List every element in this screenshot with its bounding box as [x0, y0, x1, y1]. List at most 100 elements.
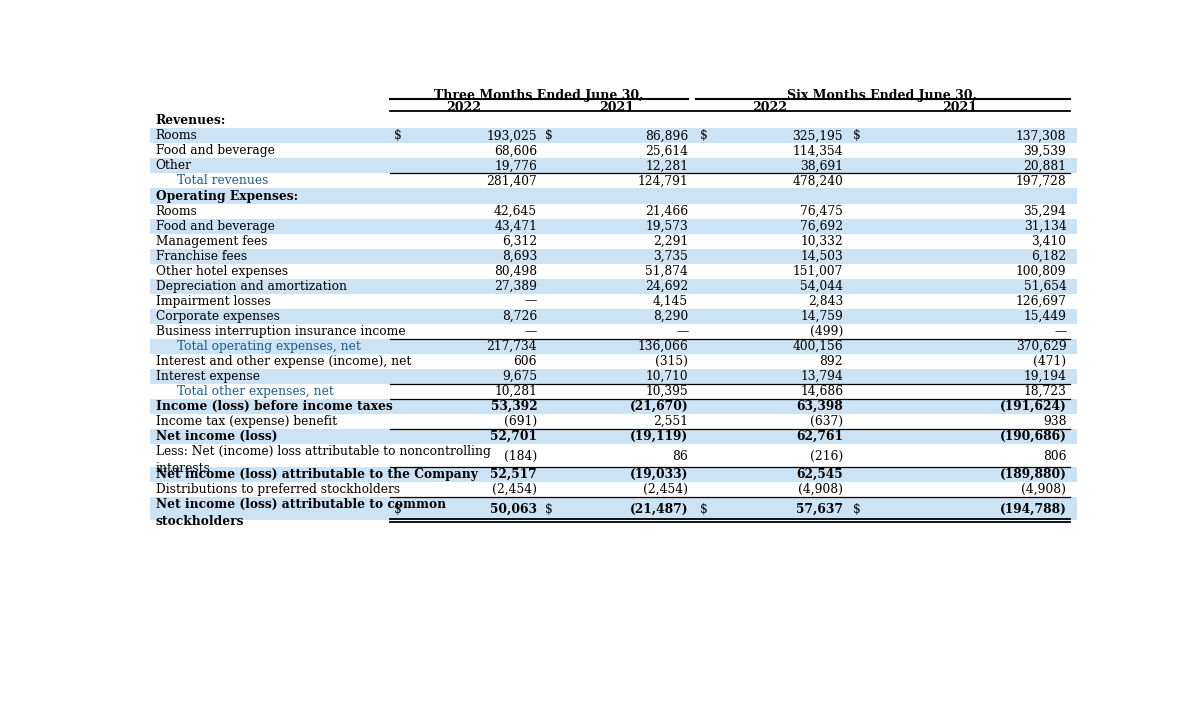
Text: 325,195: 325,195	[792, 129, 843, 142]
Text: 18,723: 18,723	[1023, 385, 1067, 398]
Text: 62,761: 62,761	[796, 430, 843, 443]
Text: 151,007: 151,007	[792, 265, 843, 278]
Text: Net income (loss) attributable to the Company: Net income (loss) attributable to the Co…	[156, 468, 478, 481]
Text: 19,194: 19,194	[1023, 370, 1067, 382]
Text: 8,726: 8,726	[502, 310, 537, 323]
Text: (191,624): (191,624)	[999, 400, 1067, 413]
Text: $: $	[700, 129, 707, 142]
Text: 13,794: 13,794	[801, 370, 843, 382]
Text: 50,063: 50,063	[490, 502, 537, 515]
Text: 197,728: 197,728	[1016, 174, 1067, 188]
Text: (2,454): (2,454)	[492, 483, 537, 496]
Text: 10,710: 10,710	[645, 370, 688, 382]
Text: Business interruption insurance income: Business interruption insurance income	[156, 325, 406, 337]
Text: 57,637: 57,637	[796, 502, 843, 515]
Text: (216): (216)	[810, 449, 843, 462]
Text: 6,182: 6,182	[1031, 249, 1067, 262]
Bar	[150, 129, 1077, 143]
Text: 86: 86	[673, 449, 688, 462]
Text: 3,735: 3,735	[654, 249, 688, 262]
Text: 6,312: 6,312	[502, 235, 537, 248]
Text: 14,759: 14,759	[801, 310, 843, 323]
Text: 38,691: 38,691	[801, 159, 843, 172]
Text: 39,539: 39,539	[1023, 145, 1067, 158]
Text: 3,410: 3,410	[1032, 235, 1067, 248]
Text: (4,908): (4,908)	[798, 483, 843, 496]
Text: 51,874: 51,874	[645, 265, 688, 278]
Text: 938: 938	[1043, 414, 1067, 427]
Text: 124,791: 124,791	[638, 174, 688, 188]
Text: 63,398: 63,398	[796, 400, 843, 413]
Text: (190,686): (190,686)	[999, 430, 1067, 443]
Text: 892: 892	[820, 355, 843, 368]
Text: 806: 806	[1043, 449, 1067, 462]
Text: 35,294: 35,294	[1023, 204, 1067, 217]
Text: Three Months Ended June 30,: Three Months Ended June 30,	[435, 89, 644, 102]
Bar	[150, 219, 1077, 233]
Text: —: —	[524, 294, 537, 308]
Bar	[150, 158, 1077, 174]
Text: Franchise fees: Franchise fees	[156, 249, 247, 262]
Text: Interest expense: Interest expense	[156, 370, 260, 382]
Text: Revenues:: Revenues:	[156, 114, 226, 127]
Text: 27,389: 27,389	[494, 280, 537, 292]
Text: Operating Expenses:: Operating Expenses:	[156, 190, 298, 203]
Text: Net income (loss) attributable to common
stockholders: Net income (loss) attributable to common…	[156, 499, 446, 529]
Text: 100,809: 100,809	[1016, 265, 1067, 278]
Text: $: $	[700, 502, 707, 515]
Text: (691): (691)	[504, 414, 537, 427]
Text: 10,281: 10,281	[494, 385, 537, 398]
Bar	[150, 369, 1077, 384]
Text: 370,629: 370,629	[1016, 340, 1067, 353]
Text: 2,291: 2,291	[654, 235, 688, 248]
Text: 2021: 2021	[942, 101, 977, 114]
Text: Total revenues: Total revenues	[177, 174, 268, 188]
Bar	[150, 278, 1077, 294]
Text: (19,033): (19,033)	[630, 468, 688, 481]
Text: Rooms: Rooms	[156, 129, 198, 142]
Text: Food and beverage: Food and beverage	[156, 220, 274, 233]
Text: (21,670): (21,670)	[630, 400, 688, 413]
Text: 114,354: 114,354	[792, 145, 843, 158]
Text: (19,119): (19,119)	[630, 430, 688, 443]
Text: Management fees: Management fees	[156, 235, 267, 248]
Text: 400,156: 400,156	[792, 340, 843, 353]
Text: 10,332: 10,332	[801, 235, 843, 248]
Text: (4,908): (4,908)	[1021, 483, 1067, 496]
Text: 12,281: 12,281	[645, 159, 688, 172]
Text: 20,881: 20,881	[1023, 159, 1067, 172]
Text: 86,896: 86,896	[645, 129, 688, 142]
Text: $: $	[853, 129, 861, 142]
Text: 19,776: 19,776	[494, 159, 537, 172]
Text: Total operating expenses, net: Total operating expenses, net	[177, 340, 360, 353]
Text: (189,880): (189,880)	[999, 468, 1067, 481]
Text: 53,392: 53,392	[491, 400, 537, 413]
Text: 76,692: 76,692	[800, 220, 843, 233]
Text: 2022: 2022	[752, 101, 788, 114]
Bar	[150, 188, 1077, 204]
Text: 76,475: 76,475	[801, 204, 843, 217]
Text: 68,606: 68,606	[494, 145, 537, 158]
Text: 2022: 2022	[446, 101, 481, 114]
Text: Total other expenses, net: Total other expenses, net	[177, 385, 334, 398]
Text: (499): (499)	[810, 325, 843, 337]
Text: 4,145: 4,145	[654, 294, 688, 308]
Bar	[150, 398, 1077, 414]
Text: 14,503: 14,503	[801, 249, 843, 262]
Text: 281,407: 281,407	[486, 174, 537, 188]
Text: 126,697: 126,697	[1015, 294, 1067, 308]
Text: 136,066: 136,066	[638, 340, 688, 353]
Text: 2,843: 2,843	[808, 294, 843, 308]
Text: Income (loss) before income taxes: Income (loss) before income taxes	[156, 400, 393, 413]
Text: 62,545: 62,545	[797, 468, 843, 481]
Text: —: —	[524, 325, 537, 337]
Text: 8,693: 8,693	[502, 249, 537, 262]
Text: 21,466: 21,466	[645, 204, 688, 217]
Text: 9,675: 9,675	[502, 370, 537, 382]
Text: Impairment losses: Impairment losses	[156, 294, 271, 308]
Text: 8,290: 8,290	[654, 310, 688, 323]
Text: 137,308: 137,308	[1016, 129, 1067, 142]
Text: $: $	[545, 502, 553, 515]
Bar	[150, 429, 1077, 443]
Bar	[150, 309, 1077, 324]
